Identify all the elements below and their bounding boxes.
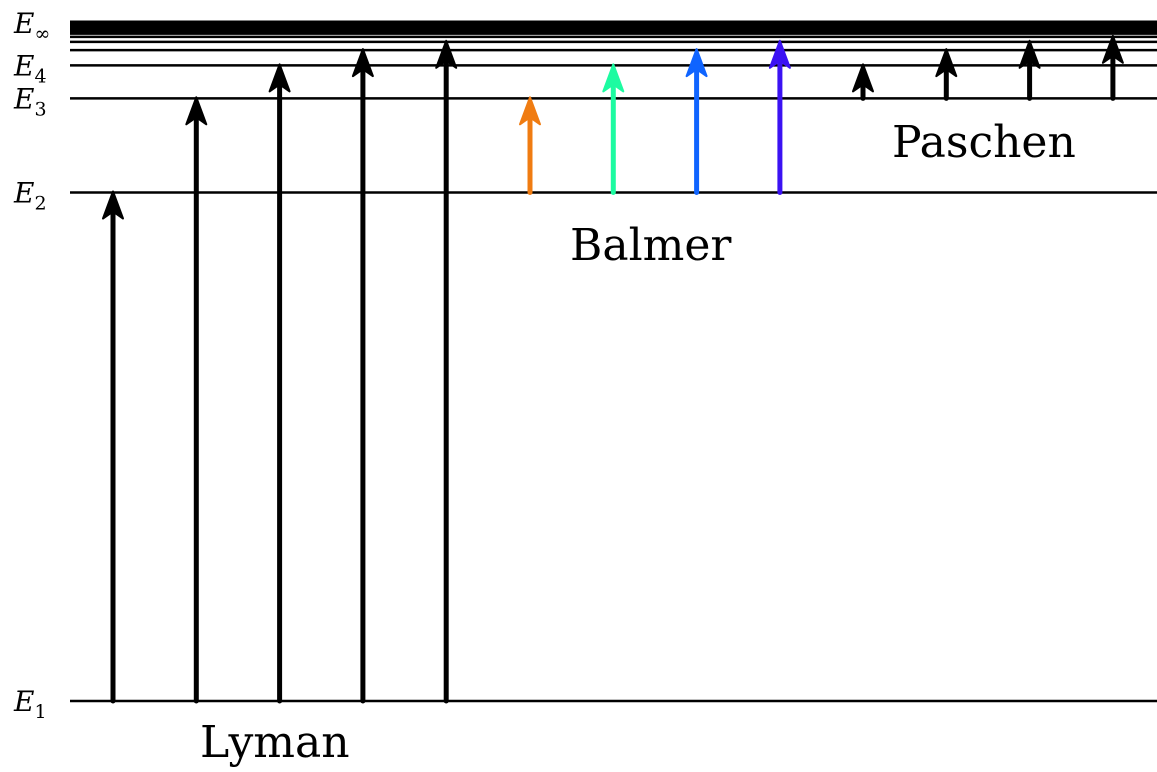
transition-arrow-lyman-1-to-3 — [185, 96, 208, 704]
level-label-symbol: E — [13, 685, 34, 718]
transition-arrow-paschen-3-to-7 — [1101, 34, 1124, 101]
transition-arrow-lyman-1-to-6 — [435, 39, 458, 704]
level-label-subscript: ∞ — [34, 23, 50, 45]
transition-arrow-paschen-3-to-4 — [852, 63, 874, 101]
series-label-balmer: Balmer — [570, 220, 732, 271]
transition-arrow-balmer-2-to-4 — [602, 63, 625, 195]
level-label-symbol: E — [13, 82, 34, 115]
level-label-inf: E∞ — [13, 7, 50, 45]
level-label-symbol: E — [13, 7, 34, 40]
series-label-paschen: Paschen — [892, 117, 1076, 168]
transition-arrow-balmer-2-to-3 — [519, 96, 541, 195]
transition-arrow-balmer-2-to-6 — [768, 39, 791, 195]
series-label-lyman: Lyman — [200, 717, 350, 768]
transition-arrow-lyman-1-to-5 — [351, 48, 374, 704]
transition-arrow-lyman-1-to-4 — [268, 63, 291, 704]
level-label-subscript: 1 — [34, 701, 46, 723]
transition-arrow-paschen-3-to-6 — [1018, 39, 1041, 101]
transition-arrow-lyman-1-to-2 — [102, 190, 124, 704]
level-label-subscript: 2 — [34, 193, 46, 215]
level-label-3: E3 — [13, 82, 47, 120]
level-label-subscript: 4 — [34, 65, 46, 87]
level-label-1: E1 — [13, 685, 47, 723]
level-label-2: E2 — [13, 177, 47, 215]
level-label-subscript: 3 — [34, 98, 46, 120]
level-label-4: E4 — [13, 49, 47, 87]
level-label-symbol: E — [13, 177, 34, 210]
level-label-symbol: E — [13, 49, 34, 82]
transition-arrow-paschen-3-to-5 — [935, 48, 958, 101]
transition-arrows — [102, 34, 1124, 704]
energy-levels — [70, 20, 1157, 703]
transition-arrow-balmer-2-to-5 — [685, 48, 708, 195]
